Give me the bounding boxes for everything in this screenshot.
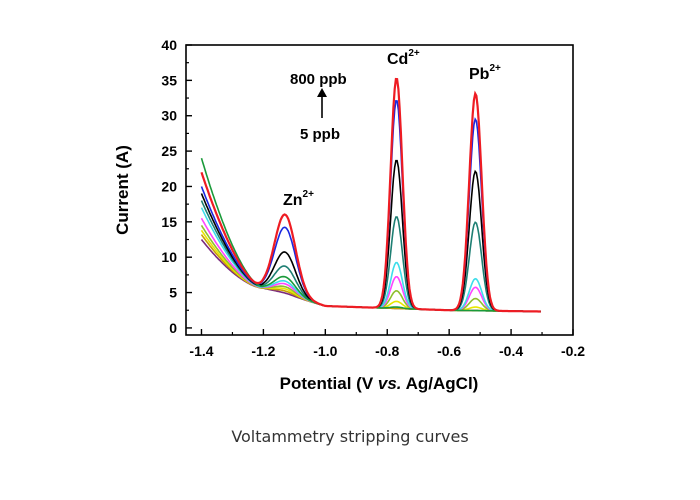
concentration-high-label: 800 ppb [290,71,347,88]
y-tick-label: 5 [169,285,177,301]
y-tick-label: 20 [161,178,177,194]
peak-label-cd: Cd2+ [387,48,420,68]
concentration-arrow-head [317,88,327,97]
x-tick-label: -0.6 [437,343,461,359]
x-tick-label: -1.0 [313,343,337,359]
figure-caption: Voltammetry stripping curves [231,427,469,446]
x-tick-label: -0.8 [375,343,399,359]
series-line [200,77,541,313]
y-tick-label: 40 [161,37,177,53]
y-axis: 0 5 10 15 20 25 30 35 40 [161,37,192,336]
x-axis-title: Potential (V vs. Ag/AgCl) [280,374,479,393]
x-tick-label: -0.2 [561,343,585,359]
x-tick-label: -1.4 [189,343,213,359]
y-tick-label: 15 [161,214,177,230]
x-tick-label: -1.2 [251,343,275,359]
y-tick-label: 0 [169,320,177,336]
y-axis-title: Current (A) [113,145,132,235]
x-axis: -1.4 -1.2 -1.0 -0.8 -0.6 -0.4 -0.2 [189,329,585,359]
concentration-low-label: 5 ppb [300,126,340,143]
x-tick-label: -0.4 [499,343,523,359]
peak-label-zn: Zn2+ [283,189,314,209]
y-tick-label: 10 [161,249,177,265]
y-tick-label: 30 [161,108,177,124]
plot-area [185,44,574,336]
chart: -1.4 -1.2 -1.0 -0.8 -0.6 -0.4 -0.2 0 5 10 15 20 25 3… [113,37,585,393]
y-tick-label: 35 [161,72,177,88]
series-group [200,77,541,313]
y-tick-label: 25 [161,143,177,159]
peak-label-pb: Pb2+ [469,63,501,83]
